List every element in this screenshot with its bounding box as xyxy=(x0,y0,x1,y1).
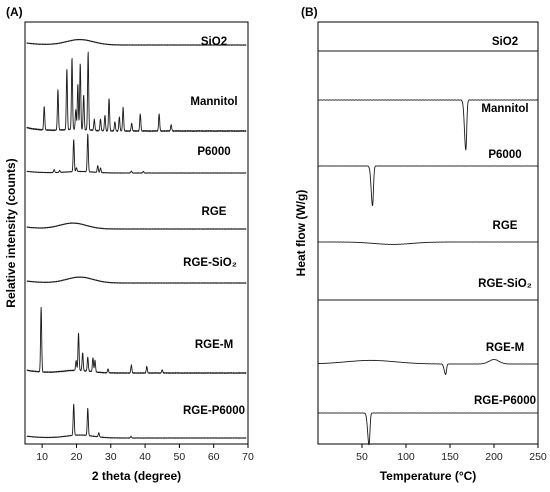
xrd-trace-rge xyxy=(26,222,247,230)
xrd-series-label-rge: RGE xyxy=(202,206,227,218)
xrd-x-tick-label: 60 xyxy=(208,451,220,463)
dsc-series-label-p6000: P6000 xyxy=(488,149,521,161)
xrd-series-label-sio2: SiO2 xyxy=(201,36,227,48)
dsc-trace-p6000 xyxy=(317,165,539,207)
dsc-x-tick-label: 150 xyxy=(441,451,459,463)
xrd-trace-rge-sio xyxy=(26,276,247,284)
xrd-x-tick-label: 40 xyxy=(139,451,151,463)
xrd-x-tick-label: 70 xyxy=(242,451,254,463)
panel-a-label: (A) xyxy=(6,5,23,19)
dsc-series-label-rge-m: RGE-M xyxy=(486,342,524,354)
dsc-x-tick-label: 250 xyxy=(529,451,547,463)
dsc-x-tick-label: 200 xyxy=(485,451,503,463)
dsc-series-label-rge-p6000: RGE-P6000 xyxy=(474,395,536,407)
xrd-trace-mannitol xyxy=(26,51,247,133)
dsc-trace-rge-m xyxy=(317,358,539,375)
panel-a-frame xyxy=(24,21,249,445)
panel-a-traces xyxy=(26,38,247,439)
dsc-x-tick-label: 100 xyxy=(397,451,415,463)
xrd-x-tick-label: 30 xyxy=(105,451,117,463)
panel-b-frame xyxy=(317,21,539,445)
panel-a-x-axis-label: 2 theta (degree) xyxy=(92,469,181,483)
panel-b-y-axis-label: Heat flow (W/g) xyxy=(294,190,308,277)
xrd-trace-p6000 xyxy=(26,133,247,174)
xrd-trace-rge-m xyxy=(26,306,247,374)
dsc-series-label-rge-sio: RGE-SiO₂ xyxy=(478,278,532,290)
dsc-trace-mannitol xyxy=(317,99,539,151)
dsc-trace-rge xyxy=(317,241,539,245)
dsc-series-label-mannitol: Mannitol xyxy=(481,103,528,115)
xrd-x-tick-label: 50 xyxy=(174,451,186,463)
panel-b: (B) SiO2 Mannitol P6000 RGE RGE-SiO₂ RGE-M RGE… xyxy=(294,5,547,483)
panel-a-x-ticks: 10 20 30 40 50 60 70 xyxy=(36,444,254,463)
xrd-series-label-mannitol: Mannitol xyxy=(190,96,237,108)
xrd-series-label-rge-sio: RGE-SiO₂ xyxy=(183,257,237,269)
dsc-x-tick-label: 50 xyxy=(356,451,368,463)
xrd-trace-rge-p6000 xyxy=(26,403,247,439)
xrd-series-label-rge-m: RGE-M xyxy=(195,339,233,351)
xrd-series-label-p6000: P6000 xyxy=(197,146,230,158)
panel-b-label: (B) xyxy=(301,5,318,19)
panel-b-x-axis-label: Temperature (°C) xyxy=(380,469,477,483)
dsc-series-label-rge: RGE xyxy=(493,220,518,232)
panel-b-traces xyxy=(317,50,539,446)
xrd-series-label-rge-p6000: RGE-P6000 xyxy=(183,405,245,417)
panel-b-series-labels: SiO2 Mannitol P6000 RGE RGE-SiO₂ RGE-M RGE-P60… xyxy=(474,36,536,407)
xrd-trace-sio2 xyxy=(26,38,247,46)
panel-a-y-axis-label: Relative intensity (counts) xyxy=(4,158,18,307)
xrd-x-tick-label: 20 xyxy=(71,451,83,463)
panel-a: (A) SiO2 Mannitol P6000 RGE RGE-SiO₂ RGE-M RGE… xyxy=(4,5,254,483)
panel-b-x-ticks: 50 100 150 200 250 xyxy=(356,444,547,463)
dsc-series-label-sio2: SiO2 xyxy=(492,36,518,48)
dsc-trace-rge-p6000 xyxy=(317,412,539,446)
xrd-x-tick-label: 10 xyxy=(36,451,48,463)
panel-a-series-labels: SiO2 Mannitol P6000 RGE RGE-SiO₂ RGE-M RGE-P60… xyxy=(183,36,245,417)
